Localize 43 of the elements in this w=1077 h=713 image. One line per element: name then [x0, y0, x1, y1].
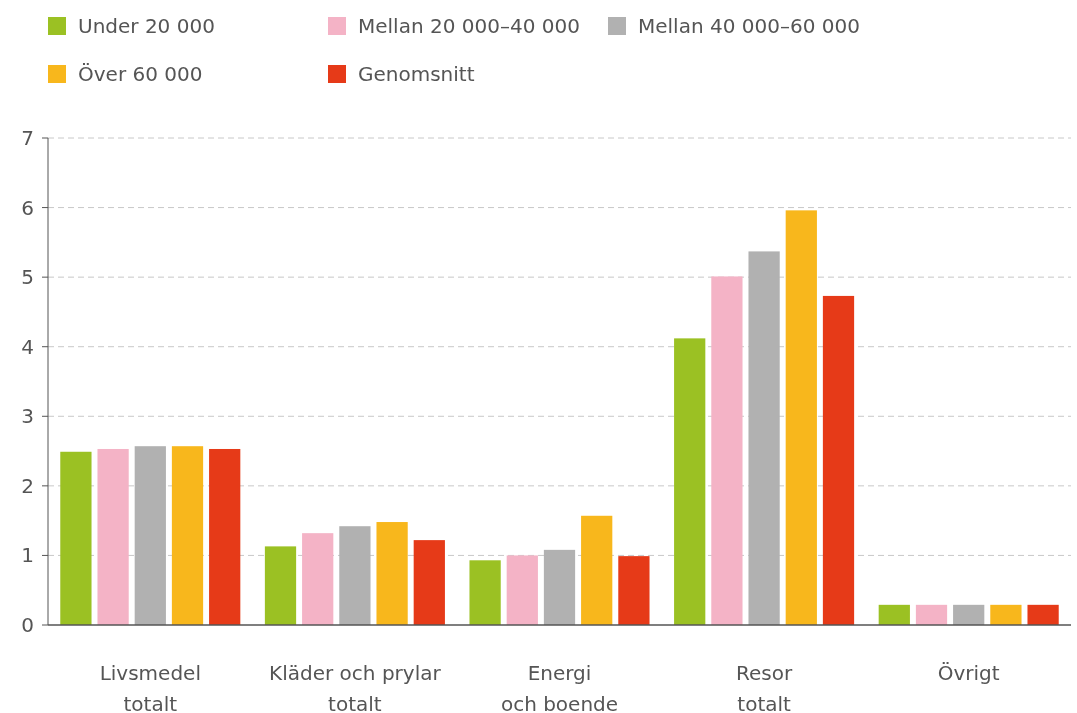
y-tick-label: 6: [21, 195, 34, 220]
bar: [785, 210, 817, 625]
bar: [915, 604, 948, 625]
bar: [581, 515, 613, 625]
y-tick-label: 2: [21, 473, 34, 498]
bar: [469, 560, 501, 625]
y-tick-label: 1: [21, 543, 34, 568]
bar: [97, 448, 129, 625]
bar: [990, 604, 1022, 625]
x-tick-label: Livsmedel totalt: [99, 661, 201, 713]
bar: [543, 549, 576, 625]
bar: [506, 555, 538, 625]
legend-label: Genomsnitt: [358, 62, 475, 86]
y-tick-label: 4: [21, 334, 34, 359]
legend-label: Under 20 000: [78, 14, 215, 38]
y-tick-label: 3: [21, 404, 34, 429]
bar: [339, 526, 371, 625]
bar: [209, 448, 241, 625]
bar: [711, 276, 743, 625]
bar: [171, 446, 204, 625]
bar: [413, 540, 445, 625]
bar: [60, 451, 92, 625]
legend-label: Över 60 000: [78, 62, 203, 86]
x-tick-label: Övrigt: [937, 661, 1000, 685]
x-tick-label: Kläder och prylar totalt: [269, 661, 442, 713]
bar: [376, 522, 408, 625]
bar: [953, 604, 985, 625]
bar: [674, 338, 706, 625]
bar: [748, 251, 780, 625]
y-tick-label: 7: [21, 126, 34, 150]
bar: [134, 446, 166, 625]
x-tick-label: Resor totalt: [736, 661, 793, 713]
bar: [264, 546, 297, 625]
bar: [302, 533, 334, 625]
legend-label: Mellan 40 000–60 000: [638, 14, 860, 38]
bar: [822, 295, 855, 625]
x-tick-label: Energi och boende: [500, 661, 619, 713]
bar: [618, 556, 650, 625]
bar: [878, 604, 910, 625]
legend-label: Mellan 20 000–40 000: [358, 14, 580, 38]
y-tick-label: 0: [21, 613, 34, 637]
y-tick-label: 5: [21, 265, 34, 290]
bar: [1027, 604, 1059, 625]
